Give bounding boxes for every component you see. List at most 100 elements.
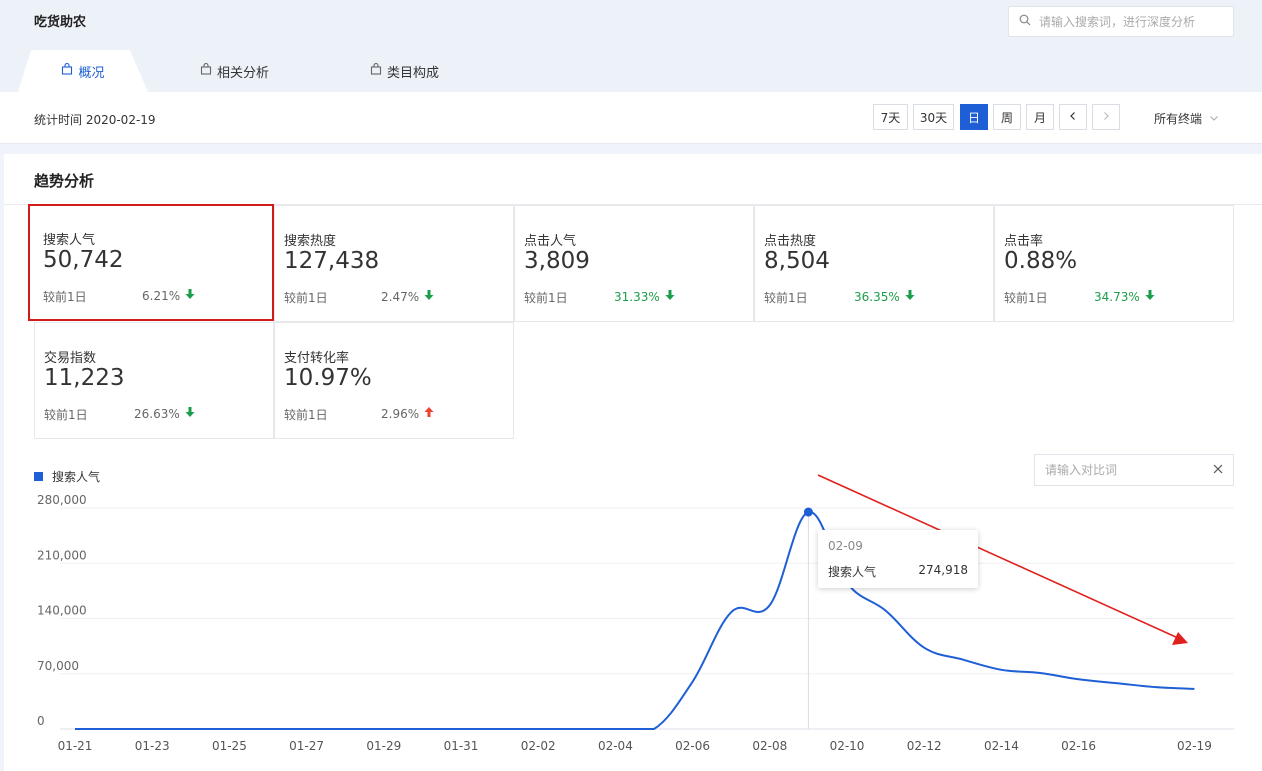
- y-tick-label: 70,000: [37, 659, 79, 673]
- x-tick-label: 02-12: [907, 739, 942, 753]
- annotation-arrow: [817, 474, 1188, 645]
- metric-value: 0.88%: [1004, 248, 1078, 274]
- tab-overview[interactable]: 概况: [18, 50, 148, 92]
- metric-change: 26.63%: [134, 406, 195, 421]
- metric-compare: 较前1日: [44, 408, 88, 422]
- metric-compare: 较前1日: [524, 291, 568, 305]
- metric-value: 3,809: [524, 248, 590, 274]
- range-month-button[interactable]: 月: [1026, 104, 1054, 130]
- metric-label: 搜索热度: [284, 234, 337, 249]
- chart-legend[interactable]: 搜索人气: [34, 468, 100, 485]
- metric-value: 8,504: [764, 248, 830, 274]
- metric-change: 36.35%: [854, 289, 915, 304]
- y-tick-label: 0: [37, 714, 45, 728]
- y-tick-label: 210,000: [37, 548, 87, 562]
- x-tick-label: 01-21: [58, 739, 93, 753]
- metric-label: 点击率: [1004, 234, 1044, 249]
- tab-related-analysis[interactable]: 相关分析: [200, 50, 269, 92]
- compare-box[interactable]: [1034, 454, 1234, 486]
- metric-label: 交易指数: [44, 351, 97, 366]
- close-icon[interactable]: [1213, 463, 1223, 478]
- metric-card-search-heat[interactable]: 搜索热度 127,438 较前1日 2.47%: [274, 205, 514, 322]
- arrow-down-icon: [900, 289, 915, 304]
- metric-card-click-rate[interactable]: 点击率 0.88% 较前1日 34.73%: [994, 205, 1234, 322]
- tab-label: 概况: [78, 65, 105, 81]
- series-line: [75, 511, 1195, 730]
- tooltip-series: 搜索人气: [828, 565, 877, 579]
- metric-card-pay-conversion[interactable]: 支付转化率 10.97% 较前1日 2.96%: [274, 322, 514, 439]
- x-axis-labels: 01-21 01-23 01-25 01-27 01-29 01-31 02-02 02-04…: [58, 739, 1212, 753]
- range-day-button[interactable]: 日: [960, 104, 988, 130]
- chevron-right-icon: [1101, 110, 1111, 124]
- x-tick-label: 01-25: [212, 739, 247, 753]
- chart-tooltip: 02-09 搜索人气 274,918: [818, 530, 978, 588]
- arrow-down-icon: [660, 289, 675, 304]
- legend-swatch: [34, 472, 43, 481]
- stat-time: 统计时间 2020-02-19: [34, 113, 156, 127]
- arrow-down-icon: [180, 406, 195, 421]
- tab-label: 相关分析: [217, 65, 270, 81]
- metric-compare: 较前1日: [1004, 291, 1048, 305]
- legend-label: 搜索人气: [52, 470, 101, 484]
- x-tick-label: 02-02: [521, 739, 556, 753]
- metric-change: 6.21%: [142, 288, 195, 303]
- metric-compare: 较前1日: [284, 408, 328, 422]
- divider: [4, 204, 1262, 205]
- y-tick-label: 280,000: [37, 493, 87, 507]
- trend-chart[interactable]: 0 70,000 140,000 210,000 280,000 01-21 01-23 0…: [0, 454, 1262, 771]
- tooltip-date: 02-09: [828, 539, 863, 553]
- x-tick-label: 02-16: [1061, 739, 1096, 753]
- metric-value: 127,438: [284, 248, 380, 274]
- metric-value: 11,223: [44, 365, 125, 391]
- arrow-down-icon: [1140, 289, 1155, 304]
- range-week-button[interactable]: 周: [993, 104, 1021, 130]
- tab-category-composition[interactable]: 类目构成: [370, 50, 439, 92]
- x-tick-label: 02-19: [1177, 739, 1212, 753]
- search-input[interactable]: [1039, 14, 1229, 29]
- arrow-down-icon: [419, 289, 434, 304]
- metric-change: 2.47%: [381, 289, 434, 304]
- bag-icon: [61, 62, 78, 79]
- prev-date-button[interactable]: [1059, 104, 1087, 130]
- metric-label: 搜索人气: [43, 233, 96, 248]
- y-tick-label: 140,000: [37, 604, 87, 618]
- range-7d-button[interactable]: 7天: [873, 104, 908, 130]
- bag-icon: [370, 62, 387, 79]
- x-tick-label: 02-06: [675, 739, 710, 753]
- arrow-down-icon: [180, 288, 195, 303]
- tooltip-value: 274,918: [918, 563, 968, 577]
- metric-value: 50,742: [43, 247, 124, 273]
- app-title: 吃货助农: [34, 15, 87, 30]
- x-tick-label: 01-29: [366, 739, 401, 753]
- chevron-left-icon: [1068, 110, 1078, 124]
- arrow-up-icon: [419, 406, 434, 421]
- metric-label: 支付转化率: [284, 351, 350, 366]
- metric-change: 2.96%: [381, 406, 434, 421]
- metric-card-click-heat[interactable]: 点击热度 8,504 较前1日 36.35%: [754, 205, 994, 322]
- chart-grid: [60, 507, 1234, 730]
- range-30d-button[interactable]: 30天: [913, 104, 954, 130]
- compare-input[interactable]: [1045, 463, 1195, 477]
- peak-point: [803, 507, 813, 517]
- metric-value: 10.97%: [284, 365, 372, 391]
- metric-card-click-popularity[interactable]: 点击人气 3,809 较前1日 31.33%: [514, 205, 754, 322]
- metric-label: 点击人气: [524, 234, 577, 249]
- next-date-button[interactable]: [1092, 104, 1120, 130]
- x-tick-label: 01-27: [289, 739, 324, 753]
- x-tick-label: 01-23: [135, 739, 170, 753]
- metric-compare: 较前1日: [284, 291, 328, 305]
- metric-card-trade-index[interactable]: 交易指数 11,223 较前1日 26.63%: [34, 322, 274, 439]
- x-tick-label: 02-08: [752, 739, 787, 753]
- metric-compare: 较前1日: [43, 290, 87, 304]
- search-box[interactable]: [1008, 6, 1234, 37]
- metric-change: 34.73%: [1094, 289, 1155, 304]
- tab-label: 类目构成: [387, 65, 440, 81]
- x-tick-label: 02-10: [830, 739, 865, 753]
- terminal-select[interactable]: 所有终端: [1154, 110, 1219, 127]
- y-axis-labels: 0 70,000 140,000 210,000 280,000: [37, 493, 87, 728]
- section-title: 趋势分析: [34, 172, 95, 190]
- top-bar: 吃货助农 概况 相关分析 类目构成: [0, 0, 1262, 92]
- metric-card-search-popularity[interactable]: 搜索人气 50,742 较前1日 6.21%: [28, 204, 274, 321]
- x-tick-label: 02-04: [598, 739, 633, 753]
- metric-compare: 较前1日: [764, 291, 808, 305]
